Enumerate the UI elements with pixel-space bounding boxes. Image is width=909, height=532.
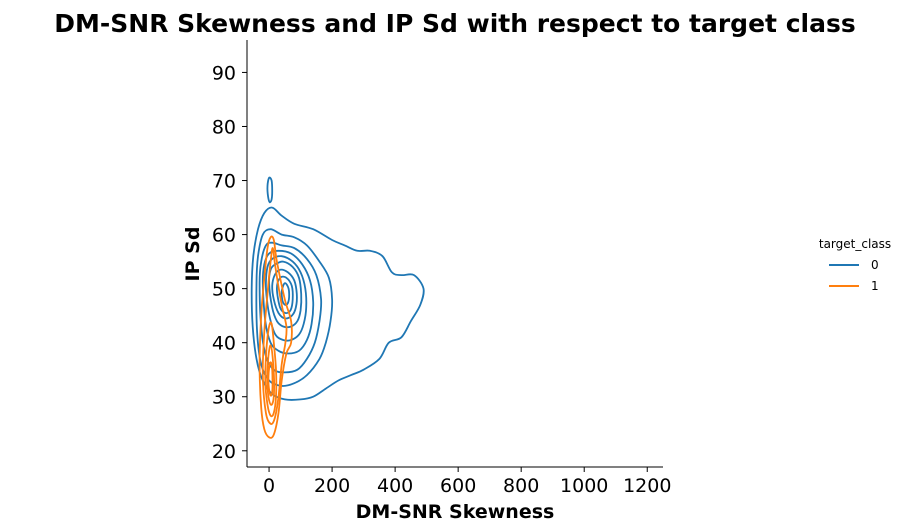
- x-tick-label: 400: [377, 475, 413, 497]
- contour-line: [276, 275, 294, 314]
- legend-label: 0: [871, 258, 879, 272]
- y-axis-label: IP Sd: [182, 227, 204, 282]
- y-axis-ticks: 20 30 40 50 60 70 80 90: [212, 62, 247, 463]
- x-tick-label: 0: [263, 475, 275, 497]
- contour-line: [261, 247, 288, 425]
- contour-line: [250, 206, 425, 401]
- y-tick-label: 60: [212, 225, 236, 247]
- contour-line: [266, 176, 274, 204]
- legend: target_class 01: [819, 237, 891, 293]
- x-tick-label: 600: [440, 475, 476, 497]
- contour-line: [280, 282, 291, 306]
- y-tick-label: 80: [212, 116, 236, 138]
- contour-line: [267, 361, 274, 397]
- contour-line: [258, 235, 293, 439]
- contour-line: [255, 228, 334, 387]
- x-tick-label: 800: [503, 475, 539, 497]
- y-tick-label: 40: [212, 333, 236, 355]
- y-tick-label: 50: [212, 279, 236, 301]
- x-axis-ticks: 0 200 400 600 800 1000 1200: [263, 467, 671, 497]
- x-axis-label: DM-SNR Skewness: [356, 501, 555, 523]
- series-1: [258, 235, 293, 439]
- contour-line: [266, 344, 276, 406]
- contour-line: [268, 260, 303, 329]
- legend-title: target_class: [819, 237, 891, 251]
- y-tick-label: 90: [212, 62, 236, 84]
- x-tick-label: 1200: [623, 475, 671, 497]
- x-tick-label: 1000: [560, 475, 608, 497]
- series-0: [250, 176, 425, 401]
- x-tick-label: 200: [314, 475, 350, 497]
- chart-title: DM-SNR Skewness and IP Sd with respect t…: [54, 9, 855, 38]
- contour-line: [271, 268, 298, 320]
- legend-label: 1: [871, 279, 879, 293]
- legend-items: 01: [829, 258, 879, 293]
- plot-area: [250, 176, 425, 439]
- contour-line: [264, 321, 278, 418]
- y-tick-label: 20: [212, 441, 236, 463]
- y-tick-label: 70: [212, 171, 236, 193]
- y-tick-label: 30: [212, 387, 236, 409]
